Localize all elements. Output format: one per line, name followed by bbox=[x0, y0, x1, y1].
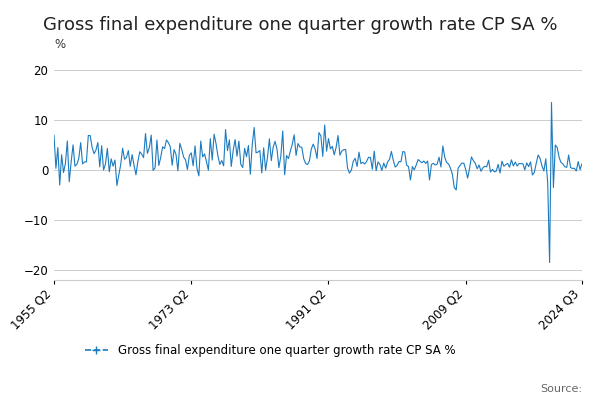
Text: Source:: Source: bbox=[540, 384, 582, 394]
Text: %: % bbox=[54, 38, 65, 51]
Text: Gross final expenditure one quarter growth rate CP SA %: Gross final expenditure one quarter grow… bbox=[43, 16, 557, 34]
Legend: Gross final expenditure one quarter growth rate CP SA %: Gross final expenditure one quarter grow… bbox=[80, 340, 460, 362]
